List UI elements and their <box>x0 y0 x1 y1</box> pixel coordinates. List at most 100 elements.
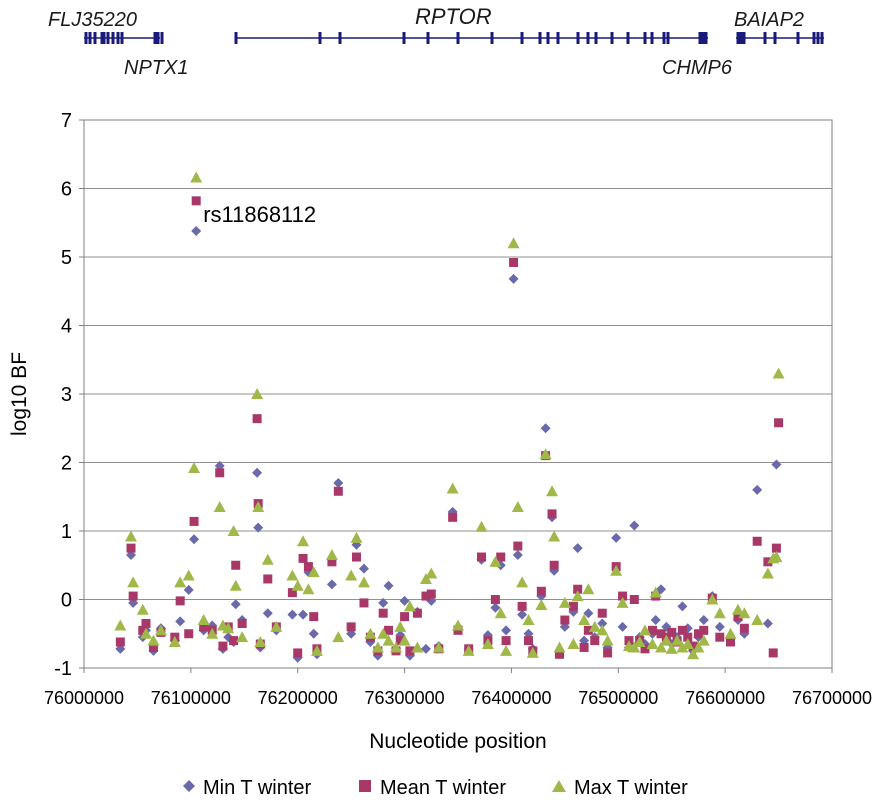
point-mean-t-winter <box>583 625 593 635</box>
gene-exon <box>742 32 746 44</box>
x-tick-label: 76700000 <box>792 688 872 708</box>
point-max-t-winter <box>371 641 384 653</box>
y-tick-label: 2 <box>61 453 72 475</box>
point-max-t-winter <box>571 590 584 602</box>
gene-label-rptor: RPTOR <box>415 4 492 29</box>
point-max-t-winter <box>125 530 138 542</box>
point-mean-t-winter <box>237 618 247 628</box>
gene-exon <box>796 32 800 44</box>
point-mean-t-winter <box>667 627 677 637</box>
point-mean-t-winter <box>199 622 209 632</box>
point-mean-t-winter <box>547 509 557 519</box>
point-min-t-winter <box>650 615 661 626</box>
point-mean-t-winter <box>597 608 607 618</box>
point-min-t-winter <box>508 273 519 284</box>
point-max-t-winter <box>325 548 338 560</box>
point-max-t-winter <box>213 501 226 513</box>
point-mean-t-winter <box>128 591 138 601</box>
point-mean-t-winter <box>618 591 628 601</box>
point-max-t-winter <box>655 641 668 653</box>
x-tick-label: 76000000 <box>44 688 124 708</box>
plot-area: -1 0 1 2 3 4 5 6 7 76000000 76100000 76200000 76300… <box>44 110 872 708</box>
point-mean-t-winter <box>231 560 241 570</box>
point-mean-t-winter <box>683 632 693 642</box>
gene-exon <box>626 32 630 44</box>
gene-exon <box>701 32 705 44</box>
gene-exon <box>538 32 542 44</box>
point-max-t-winter <box>291 579 304 591</box>
gene-exon <box>88 32 92 44</box>
point-max-t-winter <box>182 569 195 581</box>
point-mean-t-winter <box>579 642 589 652</box>
point-mean-t-winter <box>346 622 356 632</box>
point-mean-t-winter <box>524 636 534 646</box>
data-points <box>114 171 785 663</box>
point-max-t-winter <box>697 634 710 646</box>
gene-label-baiap2: BAIAP2 <box>734 9 804 31</box>
y-tick-label: -1 <box>54 658 72 680</box>
point-max-t-winter <box>770 551 783 563</box>
point-max-t-winter <box>546 485 559 497</box>
gene-label-chmp6: CHMP6 <box>662 57 733 79</box>
point-min-t-winter <box>762 618 773 629</box>
y-axis-label: log10 BF <box>8 352 31 436</box>
point-mean-t-winter <box>739 623 749 633</box>
point-mean-t-winter <box>309 612 319 622</box>
point-mean-t-winter <box>184 629 194 639</box>
point-mean-t-winter <box>189 516 199 526</box>
point-min-t-winter <box>230 599 241 610</box>
gene-exon <box>93 32 97 44</box>
point-min-t-winter <box>298 609 309 620</box>
x-tick-label: 76600000 <box>685 688 765 708</box>
x-tick-label: 76500000 <box>578 688 658 708</box>
point-max-t-winter <box>452 619 464 631</box>
point-mean-t-winter <box>333 486 343 496</box>
x-axis-ticks: 76000000 76100000 76200000 76300000 76400000… <box>44 668 872 708</box>
gene-exon <box>643 32 647 44</box>
point-mean-t-winter <box>768 648 778 658</box>
point-max-t-winter <box>302 583 315 595</box>
x-tick-label: 76400000 <box>471 688 551 708</box>
point-mean-t-winter <box>378 608 388 618</box>
point-mean-t-winter <box>513 541 523 551</box>
gene-exon <box>662 32 666 44</box>
gene-exon <box>820 32 824 44</box>
point-mean-t-winter <box>603 648 613 658</box>
point-max-t-winter <box>660 634 673 646</box>
gene-exons <box>84 32 824 44</box>
point-mean-t-winter <box>490 595 500 604</box>
point-mean-t-winter <box>400 612 410 622</box>
point-mean-t-winter <box>229 636 239 646</box>
point-max-t-winter <box>610 564 623 576</box>
point-max-t-winter <box>548 530 561 542</box>
point-max-t-winter <box>475 520 488 532</box>
point-mean-t-winter <box>549 560 559 570</box>
point-max-t-winter <box>511 501 524 513</box>
point-max-t-winter <box>507 237 520 249</box>
point-max-t-winter <box>390 641 403 653</box>
gene-exon <box>84 32 88 44</box>
point-min-t-winter <box>420 643 431 654</box>
gene-exon <box>812 32 816 44</box>
point-mean-t-winter <box>688 641 698 651</box>
point-mean-t-winter <box>287 588 297 598</box>
gene-exon <box>586 32 590 44</box>
point-mean-t-winter <box>293 648 303 658</box>
point-mean-t-winter <box>496 552 506 562</box>
gene-exon <box>816 32 820 44</box>
point-min-t-winter <box>252 467 263 478</box>
legend-label-min: Min T winter <box>203 777 312 799</box>
legend-label-max: Max T winter <box>574 777 688 799</box>
point-min-t-winter <box>677 601 688 612</box>
point-max-t-winter <box>481 638 494 650</box>
gene-exon <box>160 32 164 44</box>
gene-track: FLJ35220 RPTOR BAIAP2 NPTX1 CHMP6 <box>48 4 824 79</box>
point-max-t-winter <box>270 620 283 632</box>
gene-exon <box>650 32 654 44</box>
point-mean-t-winter <box>477 552 487 562</box>
point-max-t-winter <box>772 367 785 379</box>
point-max-t-winter <box>251 388 264 399</box>
point-min-t-winter <box>629 520 640 531</box>
point-min-t-winter <box>597 618 608 629</box>
point-mean-t-winter <box>115 637 125 647</box>
